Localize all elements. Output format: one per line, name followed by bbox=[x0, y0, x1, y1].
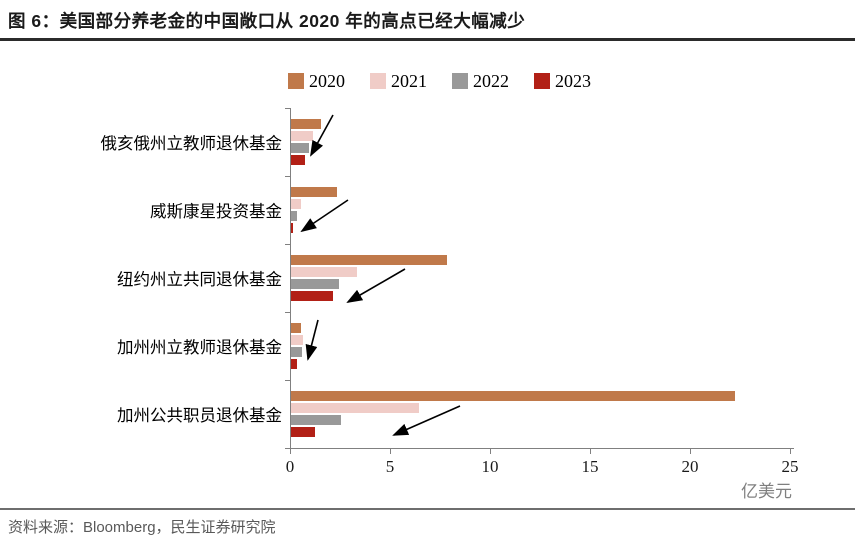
decline-arrow-icon bbox=[305, 319, 319, 361]
source-note: 资料来源：Bloomberg，民生证券研究院 bbox=[8, 519, 276, 536]
bar-2021 bbox=[291, 131, 313, 141]
figure-title: 图 6：美国部分养老金的中国敞口从 2020 年的高点已经大幅减少 bbox=[8, 11, 526, 31]
y-axis-tick bbox=[285, 108, 290, 109]
legend-swatch-icon bbox=[288, 73, 304, 89]
x-axis-tick bbox=[390, 448, 391, 454]
bar-2021 bbox=[291, 267, 357, 277]
x-axis-tick bbox=[590, 448, 591, 454]
y-axis-line bbox=[290, 108, 291, 448]
decline-arrow-icon bbox=[300, 199, 349, 233]
bar-2022 bbox=[291, 211, 297, 221]
x-axis-tick bbox=[790, 448, 791, 454]
legend-swatch-icon bbox=[452, 73, 468, 89]
x-tick-label: 10 bbox=[481, 457, 499, 476]
x-axis-tick bbox=[490, 448, 491, 454]
legend-swatch-icon bbox=[534, 73, 550, 89]
bar-2021 bbox=[291, 199, 301, 209]
bar-2022 bbox=[291, 279, 339, 289]
x-axis-tick bbox=[690, 448, 691, 454]
x-tick-label: 20 bbox=[681, 457, 699, 476]
category-label: 纽约州立共同退休基金 bbox=[117, 270, 282, 289]
bar-2023 bbox=[291, 427, 315, 437]
title-divider bbox=[0, 38, 855, 41]
category-label: 威斯康星投资基金 bbox=[150, 202, 282, 221]
bar-2022 bbox=[291, 415, 341, 425]
x-axis-line bbox=[290, 448, 794, 449]
x-tick-label: 5 bbox=[385, 457, 395, 476]
chart-legend: 2020 2021 2022 2023 bbox=[288, 72, 591, 90]
bar-2022 bbox=[291, 143, 309, 153]
y-axis-tick bbox=[285, 312, 290, 313]
legend-swatch-icon bbox=[370, 73, 386, 89]
bar-2020 bbox=[291, 187, 337, 197]
bar-2023 bbox=[291, 291, 333, 301]
x-axis-unit-label: 亿美元 bbox=[741, 482, 792, 501]
x-axis-tick bbox=[290, 448, 291, 454]
y-axis-tick bbox=[285, 176, 290, 177]
bar-2020 bbox=[291, 255, 447, 265]
category-label: 俄亥俄州立教师退休基金 bbox=[100, 134, 283, 153]
bar-2023 bbox=[291, 155, 305, 165]
category-label: 加州州立教师退休基金 bbox=[117, 338, 282, 357]
legend-item-2020: 2020 bbox=[288, 72, 345, 90]
bar-2023 bbox=[291, 223, 293, 233]
y-axis-tick bbox=[285, 380, 290, 381]
bar-2021 bbox=[291, 335, 303, 345]
bar-2023 bbox=[291, 359, 297, 369]
legend-label: 2023 bbox=[555, 71, 591, 91]
category-label: 加州公共职员退休基金 bbox=[117, 406, 282, 425]
bar-2021 bbox=[291, 403, 419, 413]
legend-label: 2022 bbox=[473, 71, 509, 91]
y-axis-tick bbox=[285, 448, 290, 449]
legend-item-2022: 2022 bbox=[452, 72, 509, 90]
legend-label: 2021 bbox=[391, 71, 427, 91]
bar-2020 bbox=[291, 323, 301, 333]
x-tick-label: 15 bbox=[581, 457, 599, 476]
y-axis-tick bbox=[285, 244, 290, 245]
legend-item-2021: 2021 bbox=[370, 72, 427, 90]
x-tick-label: 25 bbox=[781, 457, 799, 476]
footer-divider bbox=[0, 508, 855, 510]
bar-2020 bbox=[291, 119, 321, 129]
x-tick-label: 0 bbox=[285, 457, 295, 476]
legend-item-2023: 2023 bbox=[534, 72, 591, 90]
bar-2022 bbox=[291, 347, 302, 357]
legend-label: 2020 bbox=[309, 71, 345, 91]
bar-2020 bbox=[291, 391, 735, 401]
